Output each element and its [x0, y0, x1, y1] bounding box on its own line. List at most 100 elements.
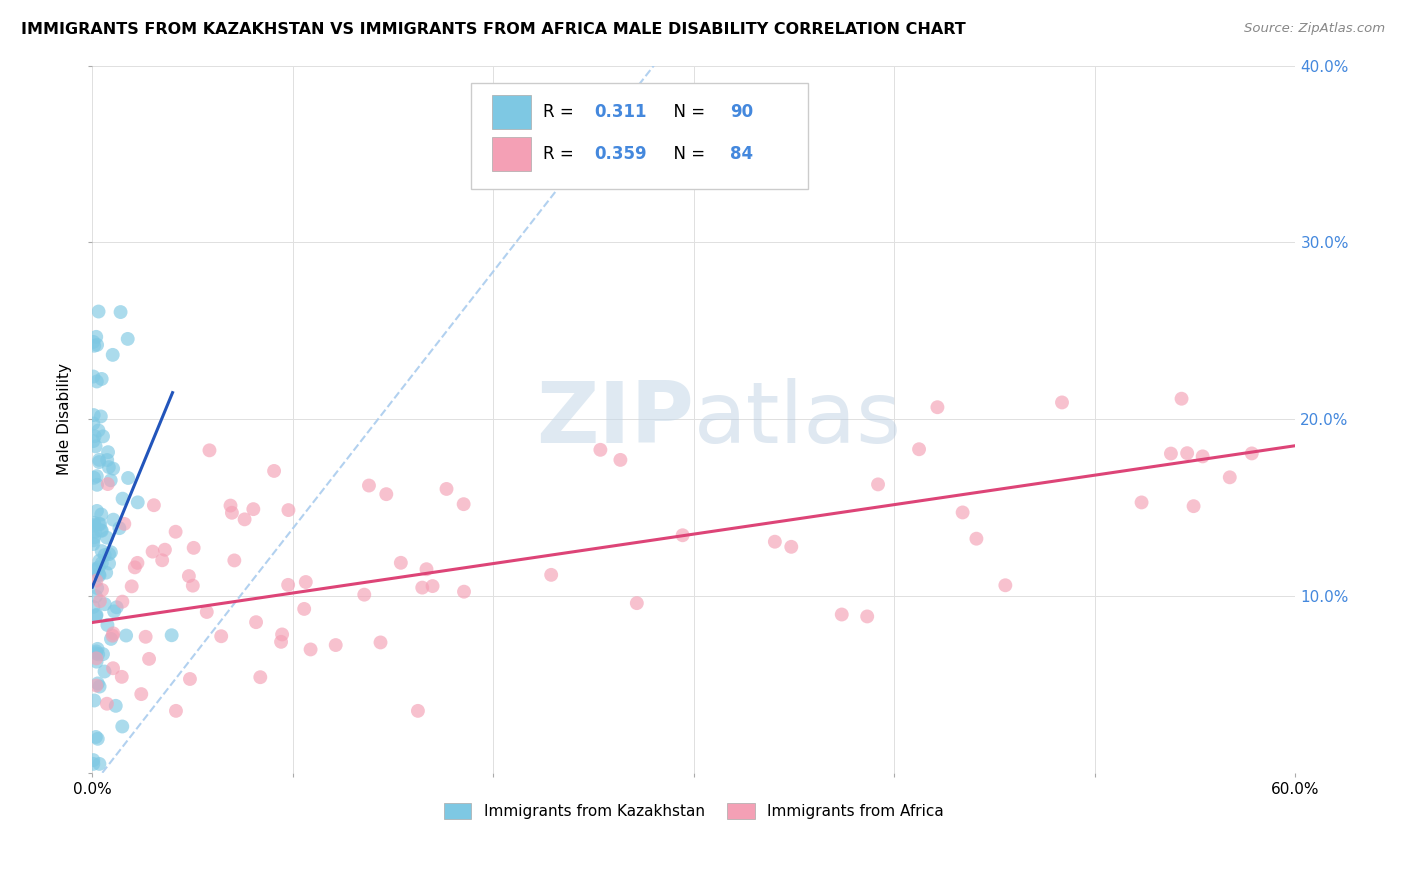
- Point: [82, 334, 104, 349]
- Point: [86, 478, 108, 492]
- Point: [908, 442, 931, 457]
- Point: [111, 594, 134, 608]
- Point: [100, 473, 122, 487]
- Point: [195, 605, 218, 619]
- Point: [90, 409, 112, 424]
- Point: [101, 629, 124, 643]
- Point: [111, 719, 134, 733]
- Point: [165, 524, 187, 539]
- Point: [389, 556, 412, 570]
- Point: [83, 339, 105, 353]
- Point: [98, 547, 121, 561]
- Point: [87, 731, 110, 746]
- Point: [856, 609, 879, 624]
- Point: [89, 516, 111, 531]
- Point: [111, 670, 134, 684]
- Point: [129, 687, 152, 701]
- Point: [100, 545, 122, 559]
- Point: [83, 517, 105, 532]
- Point: [86, 641, 108, 656]
- Point: [87, 567, 110, 582]
- Point: [84, 330, 107, 344]
- Point: [436, 482, 458, 496]
- Point: [103, 626, 125, 640]
- Point: [1160, 447, 1182, 461]
- Point: [97, 460, 120, 475]
- Point: [84, 439, 107, 453]
- Point: [83, 429, 105, 443]
- Text: Source: ZipAtlas.com: Source: ZipAtlas.com: [1244, 22, 1385, 36]
- Point: [96, 531, 118, 545]
- Point: [763, 534, 786, 549]
- Point: [242, 502, 264, 516]
- Point: [90, 556, 112, 570]
- Text: R =: R =: [544, 145, 579, 163]
- Point: [83, 519, 105, 533]
- Point: [90, 544, 112, 558]
- Point: [83, 408, 105, 422]
- Point: [221, 506, 243, 520]
- Point: [82, 369, 104, 384]
- Point: [86, 651, 108, 665]
- Point: [86, 338, 108, 352]
- Point: [83, 471, 105, 485]
- Point: [110, 305, 132, 319]
- Text: IMMIGRANTS FROM KAZAKHSTAN VS IMMIGRANTS FROM AFRICA MALE DISABILITY CORRELATION: IMMIGRANTS FROM KAZAKHSTAN VS IMMIGRANTS…: [21, 22, 966, 37]
- Point: [87, 424, 110, 438]
- Point: [98, 557, 121, 571]
- Point: [86, 655, 108, 669]
- Point: [86, 607, 108, 622]
- Point: [177, 569, 200, 583]
- Point: [108, 521, 131, 535]
- Point: [831, 607, 853, 622]
- Point: [87, 516, 110, 531]
- Point: [866, 477, 889, 491]
- Point: [100, 632, 122, 646]
- Point: [294, 574, 316, 589]
- Point: [142, 544, 165, 558]
- Point: [96, 618, 118, 632]
- Point: [1130, 495, 1153, 509]
- Point: [927, 401, 949, 415]
- Point: [135, 630, 157, 644]
- Point: [89, 680, 111, 694]
- Point: [101, 461, 124, 475]
- Point: [86, 469, 108, 483]
- Point: [263, 464, 285, 478]
- Point: [138, 652, 160, 666]
- Point: [117, 332, 139, 346]
- Text: 0.311: 0.311: [593, 103, 647, 121]
- Point: [83, 693, 105, 707]
- Point: [93, 548, 115, 562]
- Point: [609, 453, 631, 467]
- Bar: [492, 95, 531, 129]
- Point: [411, 581, 433, 595]
- Text: N =: N =: [662, 103, 710, 121]
- Point: [83, 516, 105, 530]
- Point: [626, 596, 648, 610]
- Point: [1191, 450, 1213, 464]
- Bar: [492, 137, 531, 171]
- Point: [89, 453, 111, 467]
- Point: [1219, 470, 1241, 484]
- Text: ZIP: ZIP: [536, 377, 695, 460]
- Text: 0.359: 0.359: [593, 145, 647, 163]
- Text: 84: 84: [730, 145, 754, 163]
- Point: [179, 672, 201, 686]
- Point: [127, 495, 149, 509]
- Point: [142, 498, 165, 512]
- Point: [97, 477, 120, 491]
- Point: [270, 635, 292, 649]
- Point: [1240, 446, 1263, 460]
- Point: [84, 646, 107, 660]
- Point: [245, 615, 267, 629]
- Point: [124, 560, 146, 574]
- Text: 90: 90: [730, 103, 754, 121]
- Point: [589, 442, 612, 457]
- Point: [90, 372, 112, 386]
- Point: [277, 578, 299, 592]
- Point: [160, 628, 183, 642]
- Point: [994, 578, 1017, 592]
- Point: [91, 429, 114, 443]
- Point: [90, 524, 112, 538]
